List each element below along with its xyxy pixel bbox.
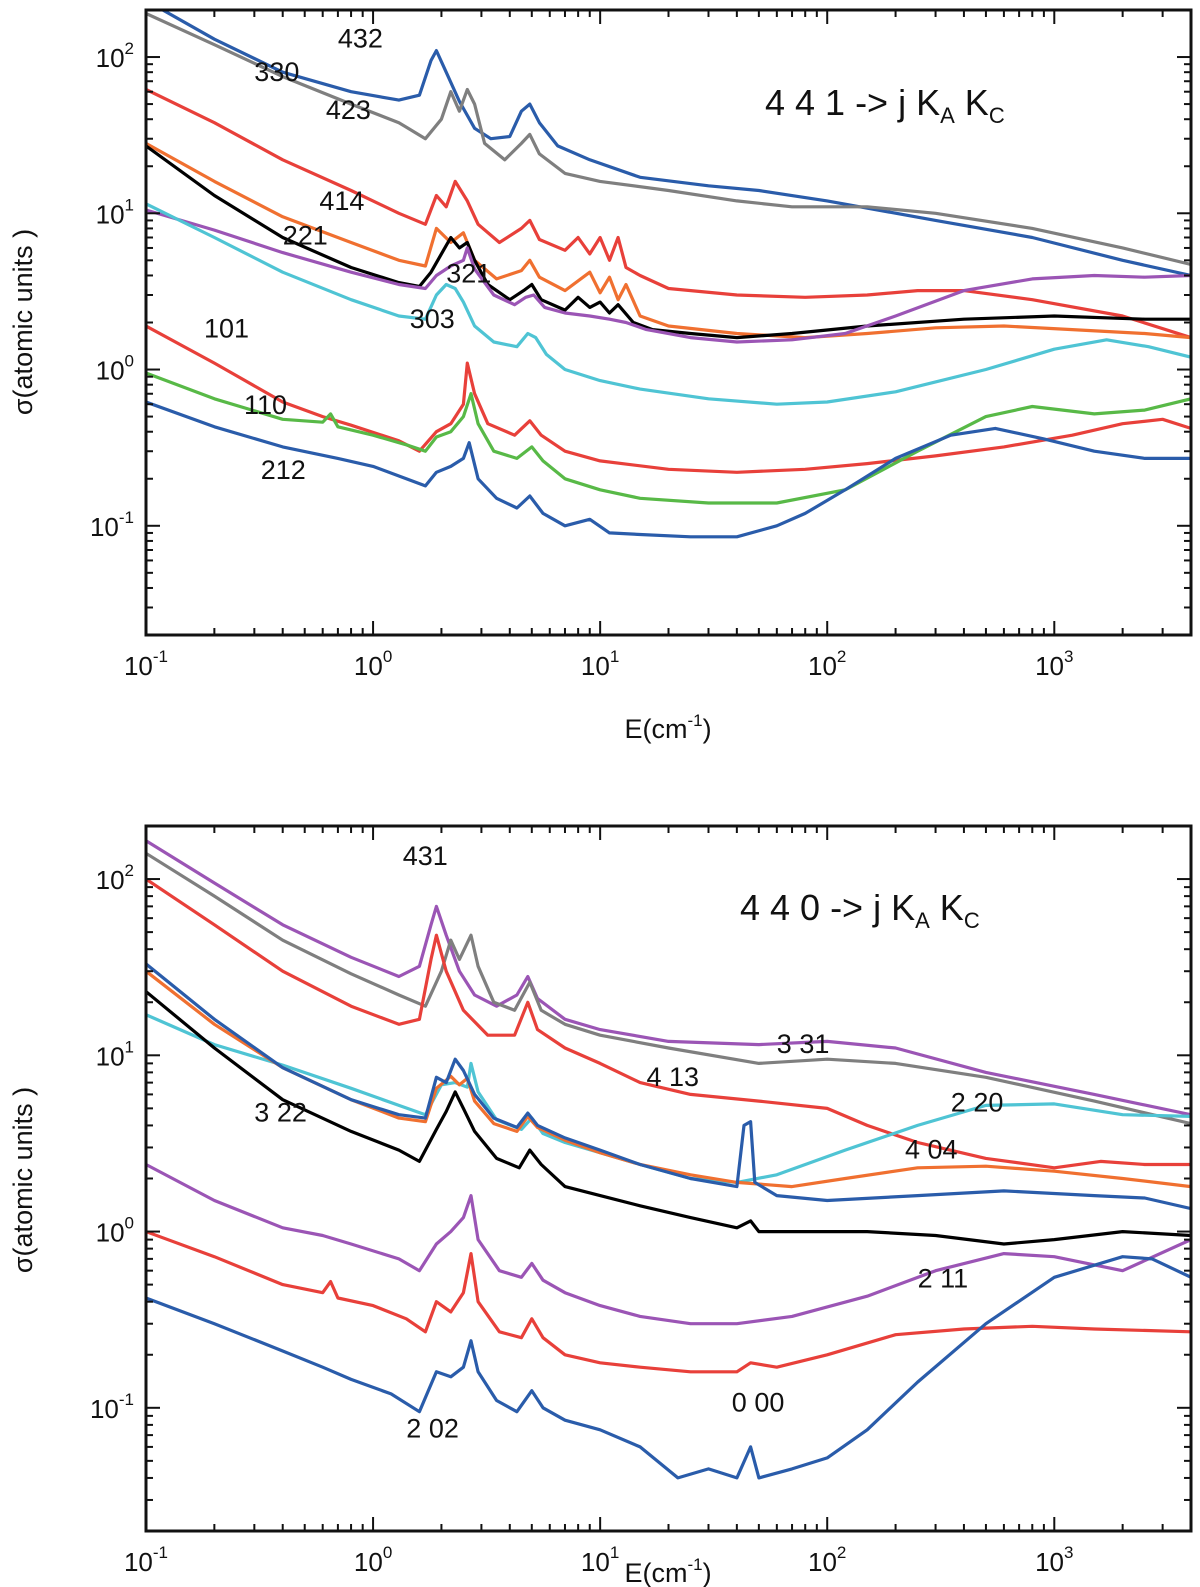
- x-tick-label: 101: [581, 1543, 619, 1577]
- series-line-404: [146, 969, 1191, 1189]
- series-line-321: [146, 144, 1191, 340]
- panel-title-sub-c: C: [989, 103, 1005, 128]
- curve-label-413: 4 13: [647, 1062, 700, 1092]
- curve-label-110: 110: [244, 390, 287, 420]
- series-line-303: [146, 202, 1191, 406]
- curve-label-layer: 431 4 13 2 20 4 04 3 22 2 11 2 02 3 31 0 00: [254, 841, 1003, 1443]
- panel-title-sub-a: A: [940, 103, 955, 128]
- series-line-101: [146, 324, 1191, 474]
- tick-layer: 10-1 100 101 102 103 10-1 100 101 102: [90, 825, 1192, 1577]
- y-tick-label: 102: [96, 861, 134, 895]
- series-line-423: [146, 87, 1191, 340]
- curve-label-404: 4 04: [905, 1134, 958, 1164]
- curve-label-221: 221: [283, 221, 328, 251]
- tick-layer: 10-1 100 101 102 103 10-1 100 101 102: [90, 9, 1192, 681]
- x-tick-label: 103: [1035, 647, 1073, 681]
- x-tick-label: 102: [808, 1543, 846, 1577]
- curve-label-212: 212: [261, 455, 306, 485]
- series-layer: [146, 10, 1191, 539]
- y-tick-label: 101: [96, 195, 134, 229]
- curve-label-321: 321: [446, 259, 491, 289]
- panel-title-main: 4 4 1 -> j K: [765, 82, 940, 123]
- series-line-431: [146, 839, 1191, 1117]
- panel-title: 4 4 1 -> j KA KC: [765, 82, 1005, 128]
- curve-label-322: 3 22: [254, 1098, 307, 1128]
- curve-label-layer: 432 330 423 414 321 221 303 101 110 212: [204, 24, 491, 485]
- y-tick-label: 10-1: [90, 1390, 134, 1424]
- series-line-211: [146, 1162, 1191, 1326]
- x-axis-label: E(cm-1): [624, 1555, 711, 1587]
- series-line-432: [159, 10, 1191, 278]
- y-axis-label: σ(atomic units ): [8, 1087, 38, 1273]
- x-tick-label: 100: [354, 647, 392, 681]
- y-axis-label: σ(atomic units ): [8, 229, 38, 415]
- panel-title-sub-a: A: [915, 908, 930, 933]
- x-axis-label: E(cm-1): [624, 711, 711, 744]
- series-line-330: [146, 11, 1191, 267]
- curve-label-211: 2 11: [918, 1264, 969, 1294]
- series-layer: [146, 839, 1191, 1480]
- panel-title-main: 4 4 0 -> j K: [740, 887, 915, 928]
- y-tick-label: 100: [96, 1214, 134, 1248]
- y-tick-label: 102: [96, 39, 134, 73]
- series-line-322: [146, 990, 1191, 1246]
- curve-label-000: 0 00: [732, 1388, 785, 1418]
- series-line-unlabeled-5: [146, 962, 1191, 1211]
- curve-label-303: 303: [410, 304, 455, 334]
- curve-label-331: 3 31: [777, 1029, 830, 1059]
- x-tick-label: 10-1: [124, 1543, 168, 1577]
- plot-frame: [144, 824, 1193, 1533]
- x-tick-label: 100: [354, 1543, 392, 1577]
- x-tick-label: 10-1: [124, 647, 168, 681]
- panel-title-sub-c: C: [964, 908, 980, 933]
- x-tick-label: 101: [581, 647, 619, 681]
- y-tick-label: 10-1: [90, 508, 134, 542]
- curve-label-101: 101: [204, 314, 249, 344]
- series-line-221: [146, 208, 1191, 344]
- curve-label-202: 2 02: [406, 1413, 459, 1443]
- series-line-unlabeled-8: [146, 1230, 1191, 1374]
- series-line-413: [146, 877, 1191, 1170]
- series-line-unlabeled-1: [146, 851, 1191, 1126]
- panel-440: 10-1 100 101 102 103 10-1 100 101 102 431 4 13 2 2…: [8, 824, 1193, 1587]
- curve-label-432: 432: [338, 24, 383, 54]
- curve-label-414: 414: [319, 186, 364, 216]
- curve-label-330: 330: [254, 57, 299, 87]
- series-line-414: [146, 141, 1191, 340]
- y-tick-label: 101: [96, 1037, 134, 1071]
- plot-frame: [144, 8, 1193, 637]
- series-line-202: [146, 1255, 1191, 1480]
- curve-label-431: 431: [403, 841, 448, 871]
- curve-label-220: 2 20: [951, 1088, 1004, 1118]
- series-line-212: [146, 400, 1191, 539]
- x-tick-label: 103: [1035, 1543, 1073, 1577]
- x-tick-label: 102: [808, 647, 846, 681]
- y-tick-label: 100: [96, 352, 134, 386]
- panel-title: 4 4 0 -> j KA KC: [740, 887, 980, 933]
- curve-label-423: 423: [326, 95, 371, 125]
